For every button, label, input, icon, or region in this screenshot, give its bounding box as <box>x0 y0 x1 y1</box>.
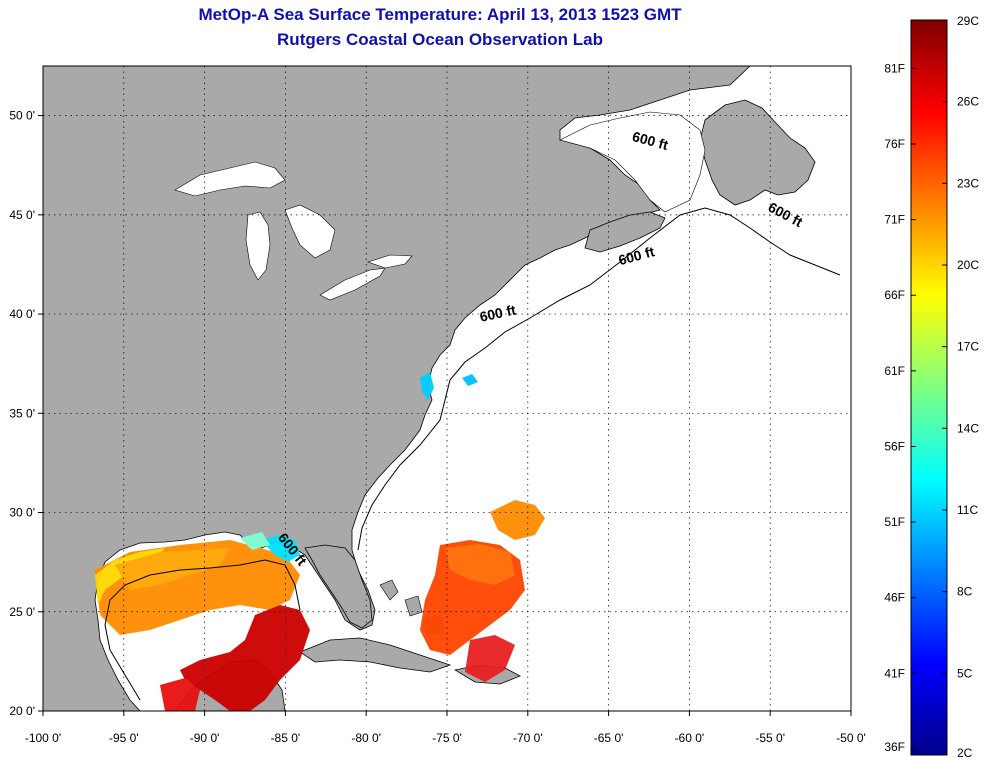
colorbar-fahrenheit-label: 76F <box>884 137 905 151</box>
colorbar-fahrenheit-label: 51F <box>884 515 905 529</box>
map-title: MetOp-A Sea Surface Temperature: April 1… <box>198 5 682 24</box>
contour-600ft <box>357 207 841 551</box>
contour-label-600ft: 600 ft <box>478 301 517 324</box>
colorbar-celsius-label: 8C <box>957 585 973 599</box>
colorbar-celsius-label: 17C <box>957 340 979 354</box>
colorbar-fahrenheit-label: 36F <box>884 740 905 754</box>
lat-tick-label: 35 0' <box>9 406 35 420</box>
lon-tick-label: -90 0' <box>190 731 220 745</box>
lon-tick-label: -85 0' <box>271 731 301 745</box>
great-lake-ontario <box>367 254 413 269</box>
great-lake-michigan <box>245 211 271 281</box>
colorbar-fahrenheit-label: 81F <box>884 61 905 75</box>
lon-tick-label: -75 0' <box>432 731 462 745</box>
lon-tick-label: -80 0' <box>351 731 381 745</box>
colorbar-celsius-label: 14C <box>957 421 979 435</box>
land-florida <box>304 544 373 629</box>
lon-tick-label: -100 0' <box>25 731 61 745</box>
great-lake-erie <box>319 267 386 301</box>
gulf-of-st-lawrence <box>559 111 706 213</box>
land-cuba <box>299 637 452 673</box>
colorbar-celsius-label: 5C <box>957 666 973 680</box>
colorbar-fahrenheit-label: 41F <box>884 666 905 680</box>
lat-tick-label: 20 0' <box>9 704 35 718</box>
lon-tick-label: -65 0' <box>594 731 624 745</box>
great-lake-huron <box>284 204 336 259</box>
colorbar-celsius-label: 11C <box>957 503 978 517</box>
colorbar-celsius-label: 29C <box>957 14 979 28</box>
lon-tick-label: -55 0' <box>755 731 785 745</box>
colorbar-fahrenheit-label: 56F <box>884 439 905 453</box>
great-lake-superior <box>174 161 286 197</box>
colorbar-fahrenheit-label: 66F <box>884 288 905 302</box>
lat-tick-label: 40 0' <box>9 307 35 321</box>
colorbar-celsius-label: 20C <box>957 258 979 272</box>
colorbar-celsius-label: 2C <box>957 746 973 760</box>
colorbar-fahrenheit-label: 61F <box>884 364 905 378</box>
lat-tick-label: 45 0' <box>9 208 35 222</box>
colorbar-celsius-label: 23C <box>957 176 979 190</box>
land-nova-scotia <box>584 211 666 253</box>
lat-tick-label: 50 0' <box>9 109 35 123</box>
map-subtitle: Rutgers Coastal Ocean Observation Lab <box>277 30 603 49</box>
lat-tick-label: 25 0' <box>9 605 35 619</box>
colorbar-fahrenheit-label: 71F <box>884 213 905 227</box>
lon-tick-label: -70 0' <box>513 731 543 745</box>
colorbar-ticks: 29C 26C 23C 20C 17C 14C 11C 8C 5C 2C 81F 76F 71F 66F 6… <box>884 14 979 760</box>
axis-ticks: -100 0' -95 0' -90 0' -85 0' -80 0' -75 0' -70… <box>9 109 865 745</box>
lon-tick-label: -95 0' <box>109 731 139 745</box>
land-newfoundland <box>699 99 816 206</box>
contour-600ft-gulf <box>104 559 301 701</box>
colorbar-celsius-label: 26C <box>957 95 979 109</box>
lat-tick-label: 30 0' <box>9 506 35 520</box>
colorbar <box>910 19 948 756</box>
lon-tick-label: -50 0' <box>836 731 866 745</box>
land-north-america <box>43 66 751 711</box>
lon-tick-label: -60 0' <box>675 731 705 745</box>
colorbar-fahrenheit-label: 46F <box>884 591 905 605</box>
